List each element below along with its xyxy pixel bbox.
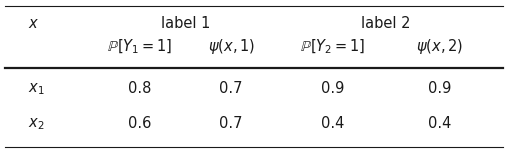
Text: 0.6: 0.6 [128, 116, 151, 131]
Text: $x_2$: $x_2$ [28, 116, 44, 132]
Text: 0.4: 0.4 [321, 116, 344, 131]
Text: 0.4: 0.4 [428, 116, 451, 131]
Text: $\mathbb{P}[Y_1=1]$: $\mathbb{P}[Y_1=1]$ [107, 37, 172, 56]
Text: 0.9: 0.9 [428, 81, 451, 96]
Text: $x$: $x$ [28, 16, 39, 31]
Text: 0.9: 0.9 [321, 81, 344, 96]
Text: 0.8: 0.8 [128, 81, 151, 96]
Text: 0.7: 0.7 [219, 116, 243, 131]
Text: label 1: label 1 [161, 16, 210, 31]
Text: $\psi(x,1)$: $\psi(x,1)$ [208, 37, 255, 56]
Text: $\mathbb{P}[Y_2=1]$: $\mathbb{P}[Y_2=1]$ [300, 37, 365, 56]
Text: 0.7: 0.7 [219, 81, 243, 96]
Text: $x_1$: $x_1$ [28, 81, 45, 97]
Text: label 2: label 2 [361, 16, 411, 31]
Text: $\psi(x,2)$: $\psi(x,2)$ [416, 37, 463, 56]
